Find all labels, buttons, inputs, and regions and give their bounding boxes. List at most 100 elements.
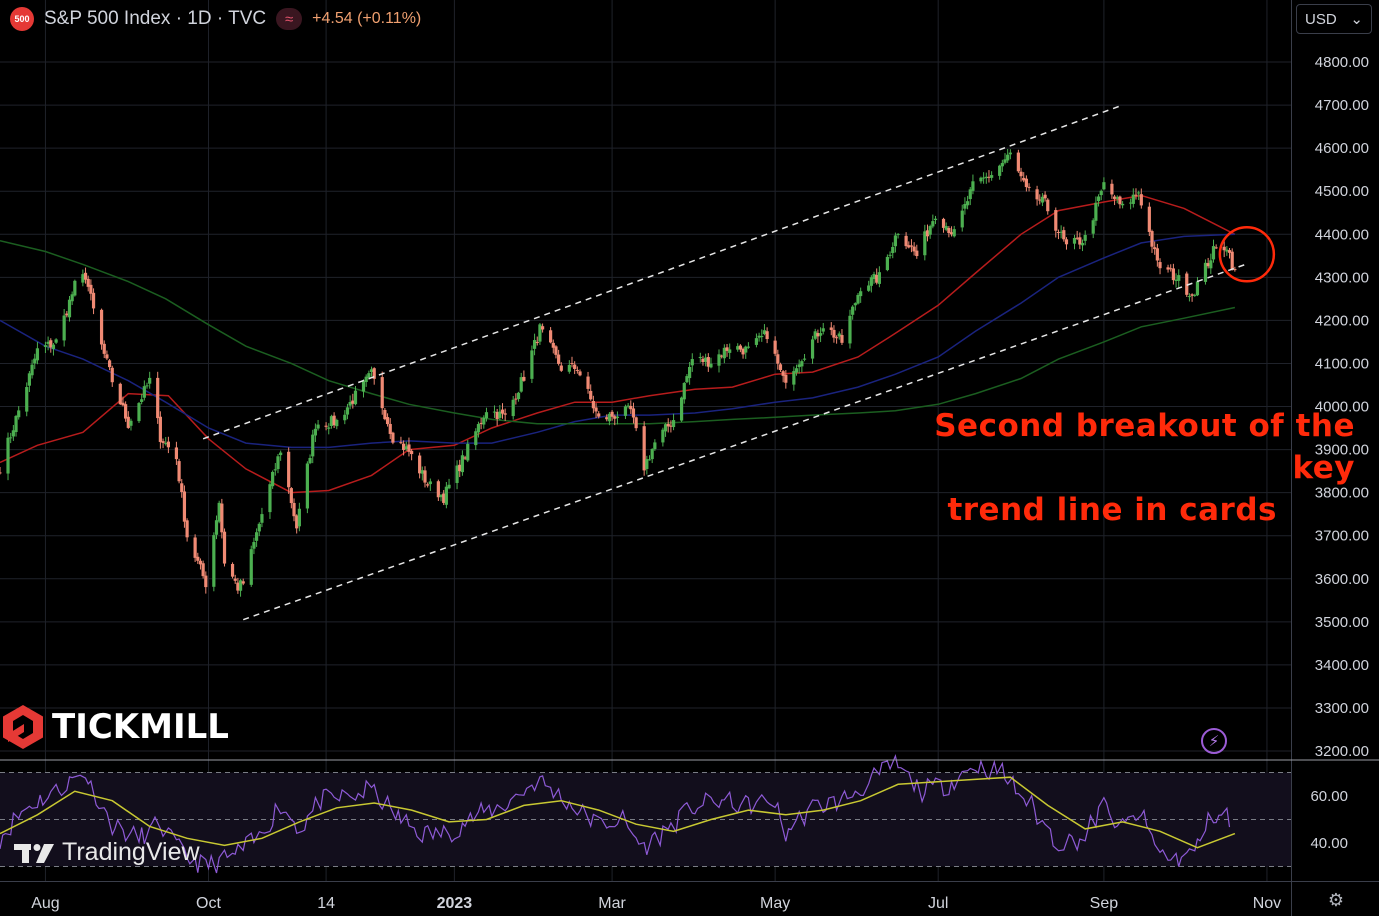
candle-body <box>1001 163 1004 166</box>
candle-body <box>672 420 675 427</box>
lightning-icon[interactable]: ⚡ <box>1201 728 1227 754</box>
candle-body <box>822 328 825 331</box>
price-tick-label: 3400.00 <box>1315 657 1369 674</box>
candle-body <box>482 418 485 425</box>
candle-body <box>851 307 854 315</box>
candle-body <box>1137 192 1140 193</box>
candle-body <box>795 368 798 372</box>
tickmill-logo-icon <box>2 704 44 750</box>
candle-body <box>832 330 835 338</box>
candle-body <box>517 393 520 399</box>
candle-body <box>316 425 319 429</box>
candle-body <box>648 459 651 460</box>
candle-body <box>145 385 148 386</box>
candle-body <box>327 427 330 428</box>
price-tick-label: 4200.00 <box>1315 312 1369 329</box>
candle-body <box>1019 172 1022 177</box>
candle-body <box>1073 238 1076 244</box>
candle-body <box>1150 231 1153 247</box>
candle-body <box>250 549 253 585</box>
wave-icon[interactable]: ≈ <box>276 8 302 30</box>
price-tick-label: 3600.00 <box>1315 571 1369 588</box>
candle-body <box>252 542 255 549</box>
candle-body <box>586 377 589 389</box>
candle-body <box>6 438 9 474</box>
candle-body <box>407 444 410 451</box>
candle-body <box>549 330 552 342</box>
candle-body <box>966 201 969 205</box>
candle-body <box>292 503 295 516</box>
time-tick-label: Jul <box>928 895 948 912</box>
candle-body <box>367 373 370 378</box>
candle-body <box>183 491 186 521</box>
candle-body <box>306 463 309 508</box>
candle-body <box>36 348 39 360</box>
tradingview-logo[interactable]: TradingView <box>14 838 200 867</box>
candle-body <box>1209 260 1212 268</box>
candle-body <box>44 345 47 347</box>
candle-body <box>848 316 851 344</box>
candle-body <box>485 412 488 418</box>
candle-body <box>447 485 450 489</box>
candle-body <box>779 364 782 370</box>
candle-body <box>89 285 92 294</box>
candle-body <box>680 398 683 421</box>
candle-body <box>314 429 317 436</box>
candle-body <box>279 453 282 456</box>
candle-body <box>1102 182 1105 189</box>
time-tick-label: Nov <box>1253 895 1281 912</box>
price-tick-label: 4800.00 <box>1315 54 1369 71</box>
candle-body <box>661 430 664 443</box>
candle-body <box>111 368 114 382</box>
candle-body <box>1188 296 1191 297</box>
candle-body <box>1121 204 1124 205</box>
candle-body <box>381 377 384 408</box>
candle-body <box>886 257 889 270</box>
candle-body <box>990 175 993 178</box>
price-change: +4.54 (+0.11%) <box>312 10 421 28</box>
candle-body <box>1118 197 1121 205</box>
candle-body <box>891 247 894 253</box>
candle-body <box>156 378 159 418</box>
channel-line <box>203 105 1122 439</box>
annotation-line-1: Second breakout of the key <box>880 405 1355 489</box>
rsi-tick-label: 40.00 <box>1310 835 1348 852</box>
annotation-text: Second breakout of the key trend line in… <box>880 405 1355 531</box>
symbol-badge[interactable]: 500 <box>10 7 34 31</box>
candle-body <box>1062 230 1065 239</box>
candle-body <box>747 347 750 348</box>
price-tick-label: 3500.00 <box>1315 614 1369 631</box>
candle-body <box>568 365 571 372</box>
candle-body <box>1046 200 1049 212</box>
tradingview-wordmark: TradingView <box>62 838 200 867</box>
candle-body <box>202 563 205 576</box>
candle-body <box>423 470 426 482</box>
candle-body <box>426 484 429 485</box>
candle-body <box>792 371 795 385</box>
price-tick-label: 4700.00 <box>1315 97 1369 114</box>
candle-body <box>346 407 349 414</box>
candle-body <box>474 431 477 445</box>
candle-body <box>196 557 199 561</box>
candle-body <box>578 371 581 375</box>
candle-body <box>220 504 223 533</box>
candle-body <box>934 219 937 220</box>
symbol-title[interactable]: S&P 500 Index · 1D · TVC <box>44 8 266 30</box>
trend-channel <box>203 105 1274 620</box>
moving-average-line <box>0 241 1235 424</box>
candle-body <box>632 408 635 417</box>
candle-body <box>271 472 274 486</box>
candle-body <box>177 461 180 481</box>
candle-body <box>635 417 638 428</box>
candle-body <box>335 420 338 426</box>
currency-select[interactable]: USD ⌄ <box>1296 4 1372 34</box>
gear-icon[interactable]: ⚙ <box>1326 890 1346 910</box>
candle-body <box>998 166 1001 176</box>
candle-body <box>274 469 277 470</box>
candle-body <box>242 581 245 583</box>
candle-body <box>830 327 833 329</box>
candle-body <box>100 310 103 345</box>
candle-body <box>1043 195 1046 199</box>
candle-body <box>728 349 731 352</box>
candle-body <box>140 399 143 402</box>
